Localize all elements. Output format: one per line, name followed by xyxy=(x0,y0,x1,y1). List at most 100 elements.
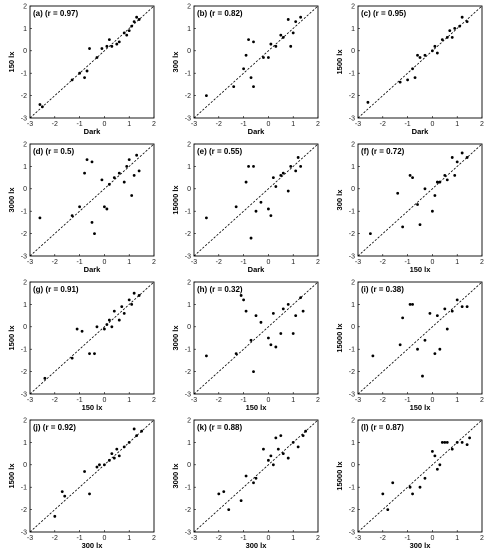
data-point xyxy=(120,305,124,309)
data-point xyxy=(83,76,86,80)
y-tick-label: 1 xyxy=(187,164,191,171)
y-axis-label: 300 lx xyxy=(171,51,180,73)
data-point xyxy=(438,347,442,351)
data-point xyxy=(115,447,119,451)
data-point xyxy=(411,492,414,496)
data-point xyxy=(127,441,131,444)
identity-line xyxy=(29,281,155,395)
data-point xyxy=(252,370,255,373)
x-tick-label: -3 xyxy=(355,535,361,542)
y-tick-label: 0 xyxy=(23,186,27,193)
data-point xyxy=(443,441,447,444)
identity-line xyxy=(29,419,155,533)
data-point xyxy=(132,173,136,177)
data-point xyxy=(130,303,134,306)
data-point xyxy=(93,352,96,356)
x-tick-label: 1 xyxy=(291,121,295,128)
data-point xyxy=(369,232,372,236)
data-point xyxy=(127,298,131,302)
data-point xyxy=(239,499,243,503)
data-point xyxy=(254,476,258,480)
data-point xyxy=(450,309,454,313)
x-tick-label: -2 xyxy=(52,259,58,266)
data-point xyxy=(269,214,273,218)
x-tick-label: -1 xyxy=(404,121,410,128)
data-point xyxy=(448,29,452,33)
data-point xyxy=(276,447,280,451)
data-point xyxy=(247,38,250,41)
y-tick-label: -2 xyxy=(349,369,355,376)
data-point xyxy=(254,314,258,317)
data-point xyxy=(299,15,303,19)
y-tick-label: -2 xyxy=(185,369,191,376)
data-point xyxy=(103,327,106,331)
data-point xyxy=(274,44,278,48)
y-tick-label: 1 xyxy=(351,164,355,171)
y-tick-label: -3 xyxy=(349,115,355,122)
x-tick-label: 0 xyxy=(102,121,106,128)
x-axis-label: 300 lx xyxy=(410,541,432,550)
y-axis-label: 300 lx xyxy=(335,189,344,211)
data-point xyxy=(239,294,243,297)
y-tick-label: 0 xyxy=(351,48,355,55)
identity-line xyxy=(193,281,319,395)
data-point xyxy=(271,311,275,315)
scatter-panel: -3 -2 -1 0 1 2 -3 -2 -1 0 1 2 150 lx 1500 lx (g) (r = … xyxy=(7,279,156,412)
data-point xyxy=(217,492,221,496)
data-point xyxy=(107,318,111,322)
data-point xyxy=(117,171,121,175)
y-tick-label: 1 xyxy=(23,164,27,171)
data-point xyxy=(423,187,427,191)
x-axis-label: 150 lx xyxy=(410,403,432,412)
data-point xyxy=(117,40,121,44)
data-point xyxy=(38,103,42,106)
identity-line xyxy=(29,5,155,119)
y-tick-label: -3 xyxy=(21,115,27,122)
data-point xyxy=(453,173,457,177)
y-tick-label: 1 xyxy=(187,26,191,33)
x-tick-label: -3 xyxy=(27,121,33,128)
data-point xyxy=(279,33,283,37)
data-point xyxy=(406,78,409,82)
panel-label: (d) (r = 0.5) xyxy=(33,147,74,156)
y-tick-label: 1 xyxy=(187,440,191,447)
data-point xyxy=(401,316,405,320)
x-tick-label: 0 xyxy=(266,259,270,266)
data-point xyxy=(244,180,248,184)
x-tick-label: 1 xyxy=(455,259,459,266)
data-point xyxy=(291,441,295,444)
y-tick-label: -2 xyxy=(349,231,355,238)
scatter-panel: -3 -2 -1 0 1 2 -3 -2 -1 0 1 2 300 lx 3000 lx (k) (r = … xyxy=(171,417,320,550)
data-point xyxy=(366,100,370,104)
scatter-panel: -3 -2 -1 0 1 2 -3 -2 -1 0 1 2 Dark 150 lx (a) (r = 0.9… xyxy=(7,3,156,136)
data-point xyxy=(301,434,305,438)
data-point xyxy=(127,158,131,162)
data-point xyxy=(115,42,119,46)
data-point xyxy=(234,352,238,356)
identity-line xyxy=(193,419,319,533)
data-point xyxy=(249,236,253,240)
x-tick-label: -3 xyxy=(191,121,197,128)
data-point xyxy=(70,214,74,218)
scatter-panel: -3 -2 -1 0 1 2 -3 -2 -1 0 1 2 Dark 15000 lx (e) (r = 0… xyxy=(171,141,320,274)
y-axis-label: 3000 lx xyxy=(171,463,180,489)
x-tick-label: -3 xyxy=(27,259,33,266)
data-point xyxy=(279,332,283,335)
scatter-panel: -3 -2 -1 0 1 2 -3 -2 -1 0 1 2 Dark 1500 lx (c) (r = 0.… xyxy=(335,3,484,136)
data-point xyxy=(41,105,44,109)
x-tick-label: 1 xyxy=(291,535,295,542)
data-point xyxy=(281,452,285,455)
data-point xyxy=(234,205,238,209)
data-point xyxy=(60,490,64,494)
data-point xyxy=(135,153,139,157)
data-point xyxy=(110,44,114,48)
data-point xyxy=(455,441,459,444)
data-point xyxy=(408,173,412,177)
y-tick-label: -1 xyxy=(349,347,355,354)
y-tick-label: 0 xyxy=(187,186,191,193)
x-tick-label: 1 xyxy=(455,535,459,542)
data-point xyxy=(396,191,400,195)
x-tick-label: -2 xyxy=(52,535,58,542)
data-point xyxy=(416,53,419,57)
data-point xyxy=(431,449,434,453)
